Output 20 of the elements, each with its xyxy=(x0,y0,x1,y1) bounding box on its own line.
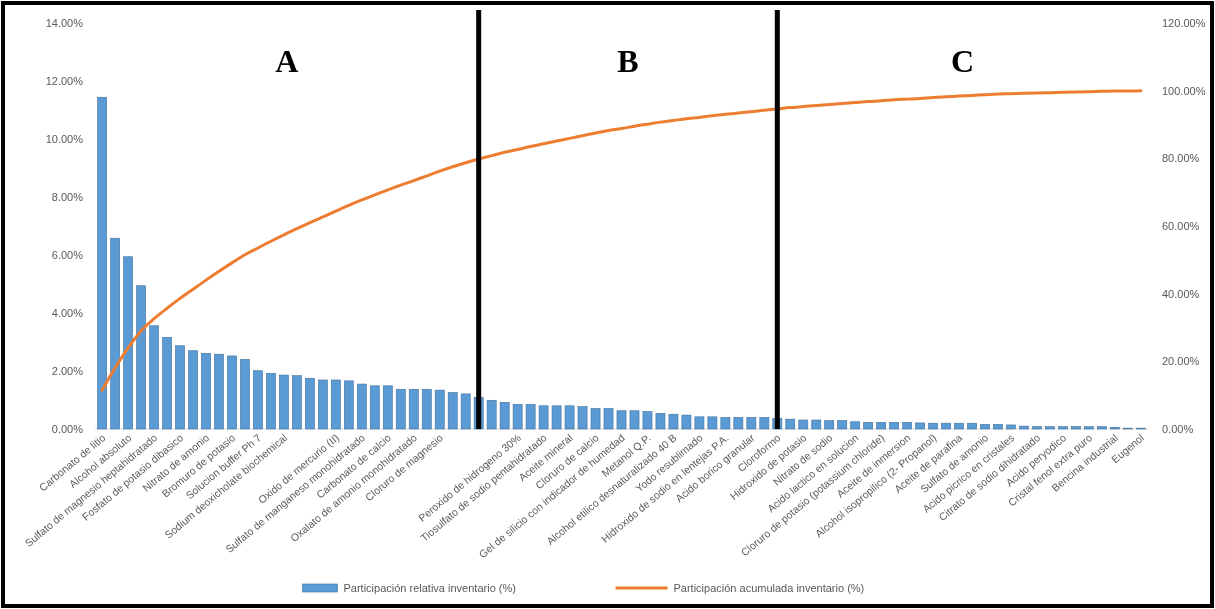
y-tick-label: 12.00% xyxy=(45,74,84,87)
y2-tick-label: 40.00% xyxy=(1162,287,1200,300)
y-tick-label: 0.00% xyxy=(51,422,84,435)
y2-tick-label: 120.00% xyxy=(1162,16,1206,29)
legend-label: Participación relativa inventario (%) xyxy=(343,581,516,594)
y2-tick-label: 100.00% xyxy=(1162,84,1206,97)
y-tick-label: 10.00% xyxy=(45,132,84,145)
y-tick-label: 6.00% xyxy=(51,248,84,261)
y-tick-label: 2.00% xyxy=(51,364,84,377)
legend-label: Participación acumulada inventario (%) xyxy=(673,581,865,594)
annotation: B xyxy=(617,43,639,79)
y2-tick-label: 20.00% xyxy=(1162,355,1200,368)
y2-tick-label: 0.00% xyxy=(1162,422,1194,435)
y-tick-label: 8.00% xyxy=(51,190,84,203)
y-tick-label: 4.00% xyxy=(51,306,84,319)
y2-tick-label: 80.00% xyxy=(1162,152,1200,165)
y-tick-label: 14.00% xyxy=(45,16,84,29)
y2-tick-label: 60.00% xyxy=(1162,219,1200,232)
annotation: C xyxy=(951,43,975,79)
annotation: A xyxy=(275,43,299,79)
